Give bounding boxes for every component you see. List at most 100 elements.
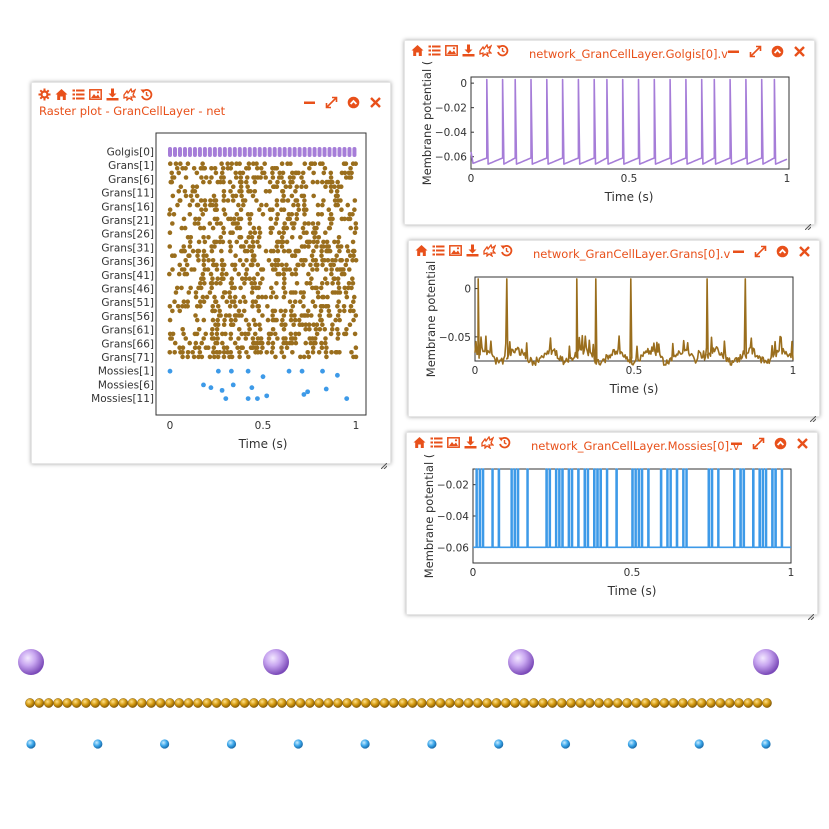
maximize-icon[interactable] <box>749 45 762 58</box>
history-icon[interactable] <box>140 88 153 101</box>
golgi-cell <box>753 649 779 675</box>
minimize-icon[interactable] <box>303 96 316 109</box>
raster-spike-gran <box>221 198 227 203</box>
raster-spike-gran <box>244 267 250 272</box>
collapse-icon[interactable] <box>776 245 789 258</box>
raster-spike-gran <box>306 244 311 249</box>
raster-spike-gran <box>228 248 233 254</box>
gear-icon[interactable] <box>38 88 51 101</box>
raster-spike-gran <box>241 308 247 314</box>
raster-spike-gran <box>236 271 242 277</box>
raster-spike-gran <box>270 313 275 318</box>
raster-spike-gran <box>316 350 322 355</box>
raster-spike-gran <box>243 317 249 323</box>
raster-spike-gran <box>302 198 307 203</box>
raster-spike-gran <box>215 354 221 360</box>
list-icon[interactable] <box>72 88 85 101</box>
granule-cell <box>342 698 353 708</box>
raster-spike-mossy <box>264 393 270 399</box>
raster-spike-gran <box>202 281 207 286</box>
resize-handle[interactable] <box>809 407 817 423</box>
puzzle-icon[interactable] <box>483 244 496 257</box>
raster-spike-gran <box>351 317 356 323</box>
raster-spike-gran <box>251 225 257 231</box>
granule-cell <box>435 698 446 708</box>
raster-spike-gran <box>198 225 203 231</box>
raster-spike-gran <box>221 207 227 212</box>
close-icon[interactable] <box>793 45 806 58</box>
puzzle-icon[interactable] <box>123 88 136 101</box>
granule-cell <box>566 698 576 708</box>
raster-spike-gran <box>182 248 188 254</box>
maximize-icon[interactable] <box>325 96 338 109</box>
maximize-icon[interactable] <box>752 437 765 450</box>
x-tick-label: 0 <box>470 567 477 579</box>
raster-spike-gran <box>190 350 195 355</box>
network-svg <box>18 649 779 749</box>
raster-spike-gran <box>267 189 272 194</box>
history-icon[interactable] <box>498 436 511 449</box>
home-icon[interactable] <box>415 244 428 257</box>
raster-spike-gran <box>301 354 307 360</box>
raster-spike-gran <box>221 175 226 180</box>
list-icon[interactable] <box>432 244 445 257</box>
raster-spike-gran <box>351 253 356 258</box>
raster-spike-gran <box>339 258 345 263</box>
raster-spike-gran <box>178 184 184 189</box>
network-3d-view[interactable] <box>0 630 829 780</box>
raster-spike-gran <box>207 179 212 185</box>
collapse-icon[interactable] <box>347 96 360 109</box>
download-icon[interactable] <box>466 244 479 257</box>
close-icon[interactable] <box>369 96 382 109</box>
granule-cell <box>463 698 474 708</box>
raster-spike-gran <box>281 207 287 212</box>
minimize-icon[interactable] <box>727 45 740 58</box>
history-icon[interactable] <box>496 44 509 57</box>
raster-spike-gran <box>254 345 260 351</box>
raster-spike-gran <box>175 304 181 309</box>
minimize-icon[interactable] <box>730 437 743 450</box>
minimize-icon[interactable] <box>732 245 745 258</box>
resize-handle[interactable] <box>807 605 815 621</box>
download-icon[interactable] <box>106 88 119 101</box>
raster-spike-gran <box>301 193 307 199</box>
maximize-icon[interactable] <box>754 245 767 258</box>
resize-handle[interactable] <box>380 454 388 470</box>
collapse-icon[interactable] <box>774 437 787 450</box>
resize-handle[interactable] <box>804 215 812 231</box>
raster-spike-gran <box>167 207 173 212</box>
raster-spike-gran <box>203 331 209 337</box>
raster-spike-golgi <box>237 147 242 157</box>
image-icon[interactable] <box>445 44 458 57</box>
raster-spike-gran <box>238 184 244 189</box>
raster-spike-gran <box>302 161 308 166</box>
granule-cell <box>472 698 483 708</box>
raster-spike-gran <box>200 161 205 166</box>
raster-spike-gran <box>243 271 249 277</box>
list-icon[interactable] <box>430 436 443 449</box>
raster-spike-golgi <box>168 147 172 157</box>
home-icon[interactable] <box>413 436 426 449</box>
raster-spike-gran <box>209 175 214 180</box>
download-icon[interactable] <box>464 436 477 449</box>
history-icon[interactable] <box>500 244 513 257</box>
granule-cell <box>258 698 269 708</box>
raster-spike-gran <box>300 170 306 176</box>
raster-spike-gran <box>323 230 328 235</box>
image-icon[interactable] <box>449 244 462 257</box>
puzzle-icon[interactable] <box>479 44 492 57</box>
download-icon[interactable] <box>462 44 475 57</box>
home-icon[interactable] <box>55 88 68 101</box>
raster-spike-gran <box>211 345 217 351</box>
close-icon[interactable] <box>796 437 809 450</box>
puzzle-icon[interactable] <box>481 436 494 449</box>
raster-spike-gran <box>167 317 173 323</box>
raster-spike-gran <box>338 184 344 189</box>
collapse-icon[interactable] <box>771 45 784 58</box>
raster-spike-golgi <box>257 147 262 157</box>
list-icon[interactable] <box>428 44 441 57</box>
image-icon[interactable] <box>89 88 102 101</box>
close-icon[interactable] <box>798 245 811 258</box>
image-icon[interactable] <box>447 436 460 449</box>
home-icon[interactable] <box>411 44 424 57</box>
